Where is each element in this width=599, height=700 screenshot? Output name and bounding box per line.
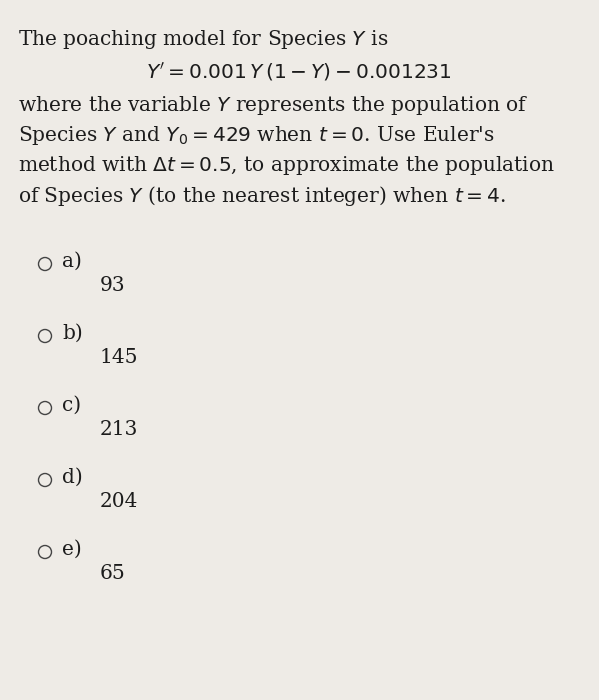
Text: Species $Y$ and $Y_0 = 429$ when $t = 0$. Use Euler's: Species $Y$ and $Y_0 = 429$ when $t = 0$…: [18, 124, 494, 147]
Text: 145: 145: [100, 348, 138, 367]
Text: c): c): [62, 396, 81, 415]
Text: The poaching model for Species $Y$ is: The poaching model for Species $Y$ is: [18, 28, 388, 51]
Text: 93: 93: [100, 276, 126, 295]
Text: 65: 65: [100, 564, 126, 583]
Text: d): d): [62, 468, 83, 487]
Text: a): a): [62, 252, 82, 271]
Text: 204: 204: [100, 492, 138, 511]
Text: method with $\Delta t = 0.5$, to approximate the population: method with $\Delta t = 0.5$, to approxi…: [18, 154, 555, 177]
Text: b): b): [62, 324, 83, 343]
Text: of Species $Y$ (to the nearest integer) when $t = 4$.: of Species $Y$ (to the nearest integer) …: [18, 184, 506, 208]
Text: 213: 213: [100, 420, 138, 439]
Text: e): e): [62, 540, 81, 559]
Text: $Y' = 0.001\, Y\,(1 - Y) - 0.001231$: $Y' = 0.001\, Y\,(1 - Y) - 0.001231$: [146, 61, 452, 83]
Text: where the variable $Y$ represents the population of: where the variable $Y$ represents the po…: [18, 94, 528, 117]
